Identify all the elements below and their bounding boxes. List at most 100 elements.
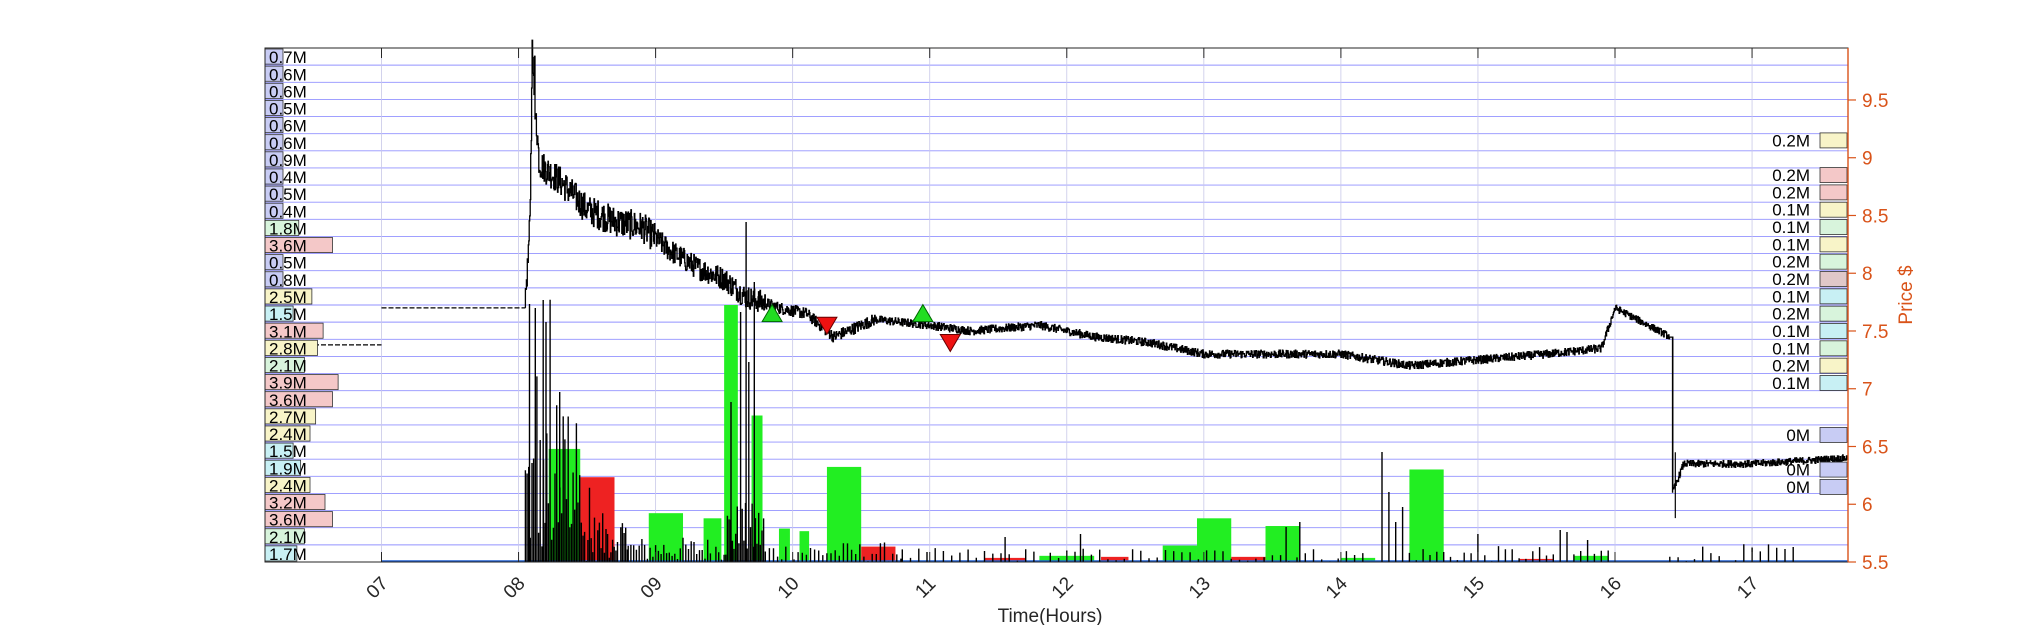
- buy-marker: [761, 303, 783, 323]
- right-profile-bar: [1819, 184, 1848, 201]
- left-profile-label: 0.4M: [269, 168, 307, 187]
- buy-volume-bar: [1340, 557, 1376, 562]
- left-profile-label: 3.9M: [269, 374, 307, 393]
- right-profile-bar: [1819, 323, 1848, 339]
- y-tick-label: 8.5: [1862, 206, 1888, 227]
- sell-volume-bar: [1231, 556, 1266, 562]
- left-profile-label: 0.6M: [269, 65, 307, 84]
- volume-bars-layer: [381, 305, 1848, 562]
- left-profile-label: 2.1M: [269, 528, 307, 547]
- right-profile-bar: [1819, 201, 1848, 218]
- left-profile-label: 0.5M: [269, 185, 307, 204]
- right-profile-bar: [1819, 340, 1848, 357]
- right-profile-label: 0M: [1786, 426, 1810, 445]
- x-tick-label: 08: [500, 573, 530, 603]
- right-profile-label: 0.1M: [1772, 218, 1810, 237]
- x-tick-label: 11: [911, 574, 940, 603]
- right-profile-label: 0M: [1786, 461, 1810, 480]
- buy-volume-bar: [1265, 526, 1300, 562]
- left-profile-label: 0.7M: [269, 48, 307, 67]
- sell-volume-bar: [861, 546, 896, 562]
- right-profile-bar: [1819, 357, 1848, 374]
- left-profile-label: 2.4M: [269, 425, 307, 444]
- right-profile-label: 0.2M: [1772, 166, 1810, 185]
- right-profile-bar: [1819, 288, 1848, 305]
- x-axis-label: Time(Hours): [998, 606, 1103, 625]
- left-volume-profile: 0.7M0.6M0.6M0.5M0.6M0.6M0.9M0.4M0.5M0.4M…: [264, 48, 339, 564]
- right-volume-profile: 0.2M0.2M0.2M0.1M0.1M0.1M0.2M0.2M0.1M0.2M…: [1772, 131, 1848, 497]
- right-profile-label: 0.1M: [1772, 235, 1810, 254]
- left-profile-label: 2.8M: [269, 339, 307, 358]
- x-tick-label: 13: [1185, 573, 1215, 603]
- right-profile-label: 0.2M: [1772, 131, 1810, 150]
- buy-volume-bar: [1409, 469, 1444, 562]
- right-profile-bar: [1819, 305, 1848, 322]
- x-tick-label: 09: [637, 573, 667, 603]
- right-profile-label: 0.2M: [1772, 305, 1810, 324]
- right-profile-bar: [1819, 236, 1848, 253]
- right-profile-label: 0.1M: [1772, 322, 1810, 341]
- buy-volume-bar: [1573, 555, 1609, 562]
- right-profile-bar: [1819, 271, 1848, 287]
- price-line: [524, 39, 1849, 490]
- y-tick-label: 5.5: [1862, 553, 1888, 574]
- left-profile-label: 2.4M: [269, 476, 307, 495]
- sell-marker: [939, 334, 962, 353]
- x-tick-label: 15: [1459, 573, 1489, 603]
- right-profile-label: 0.1M: [1772, 339, 1810, 358]
- left-profile-label: 1.8M: [269, 219, 307, 238]
- left-profile-label: 2.7M: [269, 408, 307, 427]
- left-profile-label: 0.8M: [269, 271, 307, 290]
- right-profile-bar: [1819, 479, 1848, 495]
- left-profile-label: 3.2M: [269, 494, 307, 513]
- right-profile-label: 0.2M: [1772, 270, 1810, 289]
- y-tick-label: 9: [1862, 149, 1873, 170]
- right-profile-bar: [1819, 167, 1848, 183]
- buy-volume-bar: [778, 528, 790, 562]
- left-profile-label: 1.5M: [269, 305, 307, 324]
- sell-marker: [816, 316, 838, 336]
- left-profile-label: 0.5M: [269, 100, 307, 119]
- x-tick-label: 16: [1596, 573, 1626, 603]
- left-profile-label: 2.1M: [269, 357, 307, 376]
- left-profile-label: 0.6M: [269, 117, 307, 136]
- sell-volume-bar: [1101, 556, 1129, 562]
- y-tick-label: 6.5: [1862, 437, 1888, 458]
- left-profile-label: 3.6M: [269, 511, 307, 530]
- left-profile-label: 0.4M: [269, 202, 307, 221]
- buy-volume-bar: [751, 415, 763, 562]
- right-profile-bar: [1819, 132, 1848, 149]
- x-tick-label: 12: [1048, 573, 1078, 603]
- right-profile-bar: [1819, 253, 1848, 270]
- buy-volume-bar: [648, 513, 684, 562]
- right-profile-label: 0.1M: [1772, 374, 1810, 393]
- right-profile-label: 0.2M: [1772, 183, 1810, 202]
- right-profile-label: 0M: [1786, 478, 1810, 497]
- y-tick-label: 8: [1862, 264, 1873, 285]
- left-profile-label: 2.5M: [269, 288, 307, 307]
- right-profile-label: 0.2M: [1772, 253, 1810, 272]
- y-tick-label: 9.5: [1862, 91, 1888, 112]
- trade-markers-layer: [761, 303, 962, 353]
- y-tick-label: 6: [1862, 495, 1873, 516]
- left-profile-label: 0.9M: [269, 151, 307, 170]
- right-profile-bar: [1819, 427, 1848, 443]
- price-layer: [265, 39, 1849, 519]
- left-profile-label: 3.6M: [269, 391, 307, 410]
- y-tick-label: 7.5: [1862, 322, 1888, 343]
- left-profile-label: 0.5M: [269, 254, 307, 273]
- buy-volume-bar: [799, 531, 810, 562]
- left-profile-label: 1.7M: [269, 545, 307, 564]
- buy-volume-bar: [1162, 545, 1197, 562]
- left-profile-label: 0.6M: [269, 134, 307, 153]
- right-profile-label: 0.1M: [1772, 201, 1810, 220]
- left-profile-label: 3.1M: [269, 322, 307, 341]
- x-tick-label: 14: [1322, 573, 1352, 603]
- right-profile-bar: [1819, 375, 1848, 391]
- right-profile-label: 0.2M: [1772, 357, 1810, 376]
- right-profile-bar: [1819, 461, 1848, 478]
- right-profile-bar: [1819, 219, 1848, 235]
- left-profile-label: 0.6M: [269, 82, 307, 101]
